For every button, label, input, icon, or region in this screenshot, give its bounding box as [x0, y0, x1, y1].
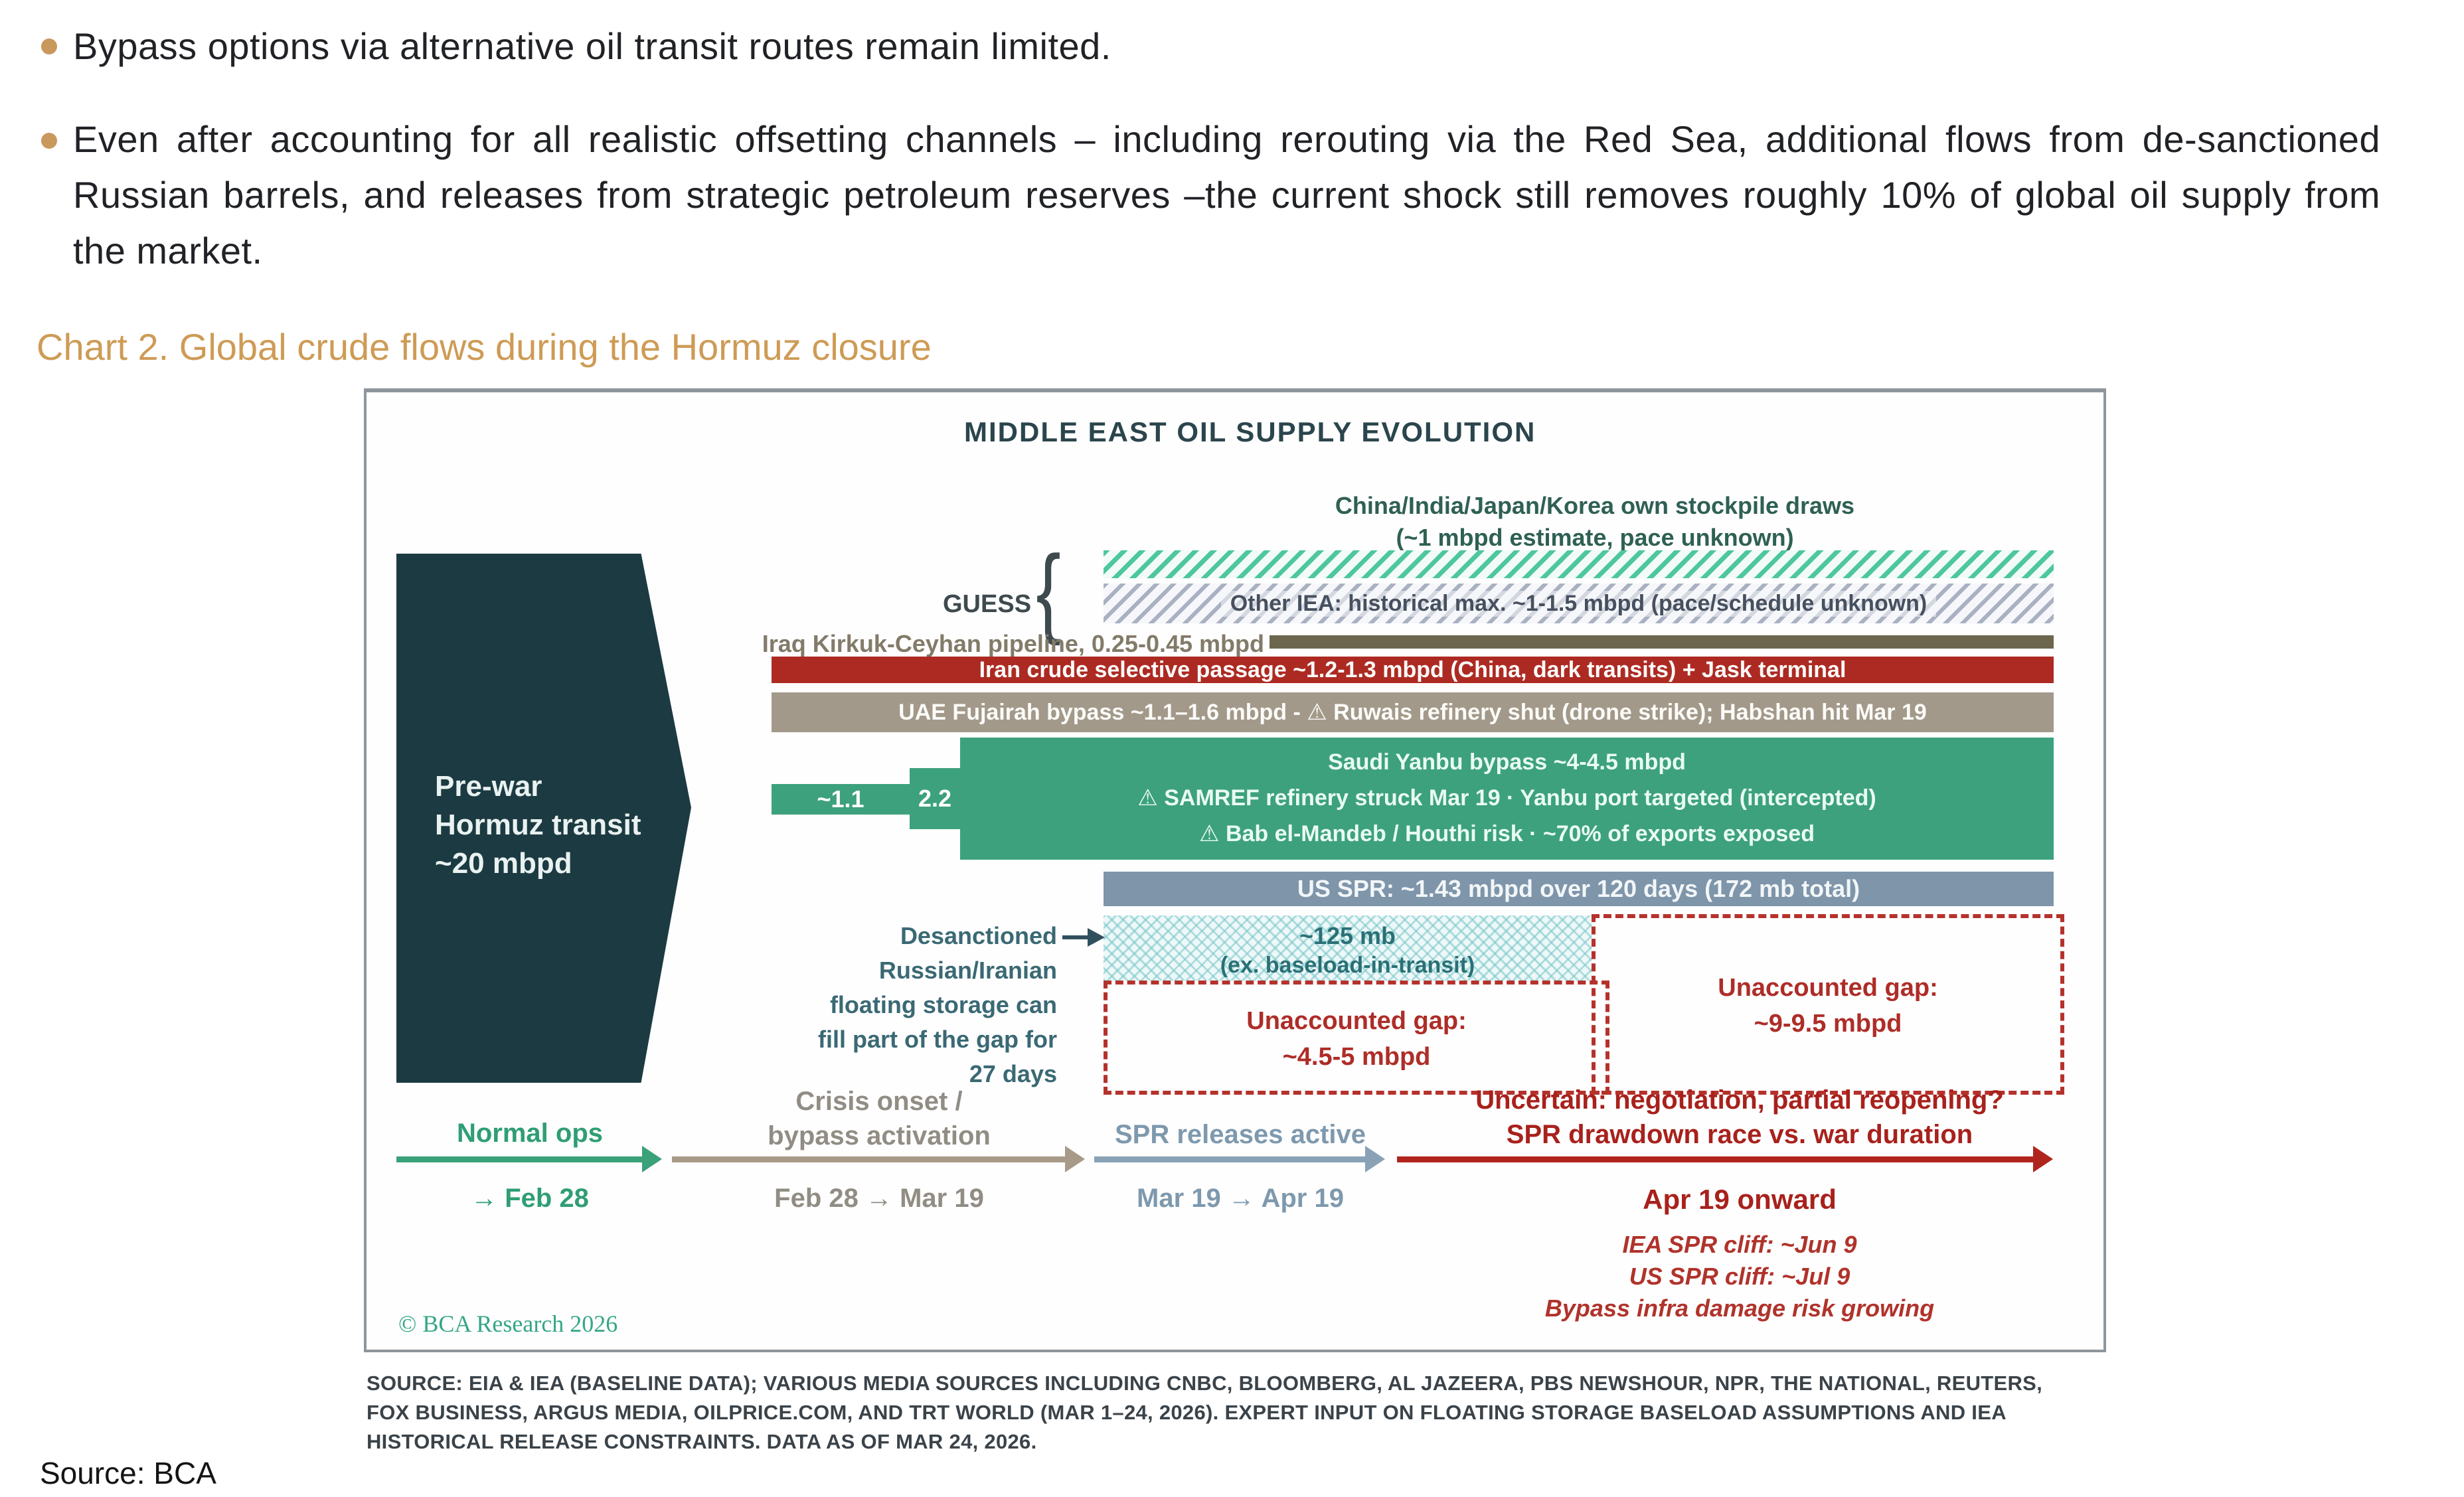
- timeline-arrow-blue: [1094, 1156, 1365, 1162]
- guess-brace-icon: {: [1036, 534, 1061, 646]
- gap-right-line1: Unaccounted gap:: [1718, 974, 1938, 1002]
- prewar-line2: Hormuz transit: [435, 809, 641, 841]
- copyright-note: © BCA Research 2026: [398, 1310, 618, 1337]
- gap-box-right: Unaccounted gap: ~9-9.5 mbpd: [1592, 914, 2064, 1095]
- bullet-icon: [41, 133, 57, 149]
- stockpile-note-line2: (~1 mbpd estimate, pace unknown): [1396, 524, 1794, 551]
- timeline-arrow-red: [1397, 1156, 2033, 1162]
- figure-frame: MIDDLE EAST OIL SUPPLY EVOLUTION China/I…: [364, 388, 2106, 1352]
- iraq-pipeline-label: Iraq Kirkuk-Ceyhan pipeline, 0.25-0.45 m…: [762, 630, 1264, 657]
- page-source: Source: BCA: [40, 1456, 216, 1490]
- desanctioned-line4: fill part of the gap for: [818, 1026, 1057, 1053]
- iea-hatched-label: Other IEA: historical max. ~1-1.5 mbpd (…: [1220, 590, 1937, 617]
- timeline-label-uncertain-2: SPR drawdown race vs. war duration: [1506, 1120, 1973, 1149]
- floating-storage-line2: (ex. baseload-in-transit): [1220, 953, 1475, 978]
- floating-storage-line1: ~125 mb: [1299, 922, 1396, 949]
- cliff-note-3: Bypass infra damage risk growing: [1544, 1295, 1935, 1322]
- timeline-label-normal-ops: Normal ops: [456, 1119, 604, 1148]
- flow-step-bar: 2.2: [910, 768, 960, 829]
- desanctioned-arrowhead-icon: [1088, 928, 1105, 947]
- timeline-date-4: Apr 19 onward: [1643, 1184, 1837, 1215]
- timeline-arrow-gray: [672, 1156, 1065, 1162]
- desanctioned-arrow: [1062, 935, 1092, 939]
- timeline-arrow-green: [396, 1156, 642, 1162]
- timeline-date-1: → Feb 28: [471, 1184, 589, 1213]
- desanctioned-line5: 27 days: [969, 1060, 1057, 1087]
- desanctioned-line3: floating storage can: [829, 991, 1057, 1018]
- desanctioned-line2: Russian/Iranian: [878, 957, 1057, 984]
- cliff-note-2: US SPR cliff: ~Jul 9: [1629, 1263, 1850, 1290]
- figure-source-text: SOURCE: EIA & IEA (BASELINE DATA); VARIO…: [367, 1372, 2043, 1453]
- gap-right-line2: ~9-9.5 mbpd: [1754, 1010, 1902, 1038]
- iraq-pipeline-bar: [1270, 635, 2054, 649]
- timeline-label-crisis-2: bypass activation: [768, 1121, 991, 1150]
- timeline-arrowhead-green-icon: [642, 1146, 662, 1172]
- timeline-arrowhead-blue-icon: [1365, 1146, 1385, 1172]
- timeline-label-uncertain-1: Uncertain: negotiation, partial reopenin…: [1475, 1085, 2004, 1115]
- flow-small-bar: ~1.1: [772, 784, 910, 815]
- saudi-line1: Saudi Yanbu bypass ~4-4.5 mbpd: [1328, 749, 1686, 775]
- stockpile-note-line1: China/India/Japan/Korea own stockpile dr…: [1335, 492, 1855, 519]
- bullet-icon: [41, 39, 57, 54]
- timeline-label-crisis-1: Crisis onset /: [795, 1087, 963, 1116]
- timeline-arrowhead-gray-icon: [1065, 1146, 1085, 1172]
- cliff-note-1: IEA SPR cliff: ~Jun 9: [1622, 1231, 1857, 1258]
- gap-left-line2: ~4.5-5 mbpd: [1282, 1043, 1431, 1071]
- stockpile-hatched-bar: [1104, 550, 2054, 578]
- uae-bar: UAE Fujairah bypass ~1.1–1.6 mbpd - ⚠ Ru…: [772, 692, 2054, 732]
- timeline-label-spr: SPR releases active: [1114, 1120, 1366, 1149]
- prewar-hormuz-polygon: Pre-war Hormuz transit ~20 mbpd: [396, 554, 691, 1083]
- bullet-1: Bypass options via alternative oil trans…: [73, 25, 1111, 67]
- guess-label: GUESS: [943, 590, 1032, 618]
- chart-caption: Chart 2. Global crude flows during the H…: [37, 326, 932, 368]
- saudi-block: Saudi Yanbu bypass ~4-4.5 mbpd ⚠ SAMREF …: [960, 738, 2054, 860]
- timeline-date-3: Mar 19 → Apr 19: [1137, 1184, 1344, 1213]
- timeline-date-2: Feb 28 → Mar 19: [774, 1184, 984, 1213]
- iea-hatched-bar: Other IEA: historical max. ~1-1.5 mbpd (…: [1104, 584, 2054, 623]
- desanctioned-line1: Desanctioned: [900, 922, 1057, 949]
- us-spr-bar: US SPR: ~1.43 mbpd over 120 days (172 mb…: [1104, 872, 2054, 906]
- prewar-line1: Pre-war: [435, 770, 542, 803]
- saudi-line3: ⚠ Bab el-Mandeb / Houthi risk · ~70% of …: [1199, 821, 1815, 846]
- bullet-2: Even after accounting for all realistic …: [73, 118, 2380, 272]
- gap-left-line1: Unaccounted gap:: [1246, 1007, 1467, 1035]
- iran-bar: Iran crude selective passage ~1.2-1.3 mb…: [772, 657, 2054, 683]
- timeline-arrowhead-red-icon: [2033, 1146, 2053, 1172]
- floating-storage-box: ~125 mb (ex. baseload-in-transit): [1104, 915, 1592, 981]
- gap-box-left: Unaccounted gap: ~4.5-5 mbpd: [1104, 981, 1609, 1095]
- prewar-line3: ~20 mbpd: [435, 847, 572, 880]
- figure-title: MIDDLE EAST OIL SUPPLY EVOLUTION: [964, 416, 1536, 447]
- saudi-line2: ⚠ SAMREF refinery struck Mar 19 · Yanbu …: [1137, 785, 1876, 811]
